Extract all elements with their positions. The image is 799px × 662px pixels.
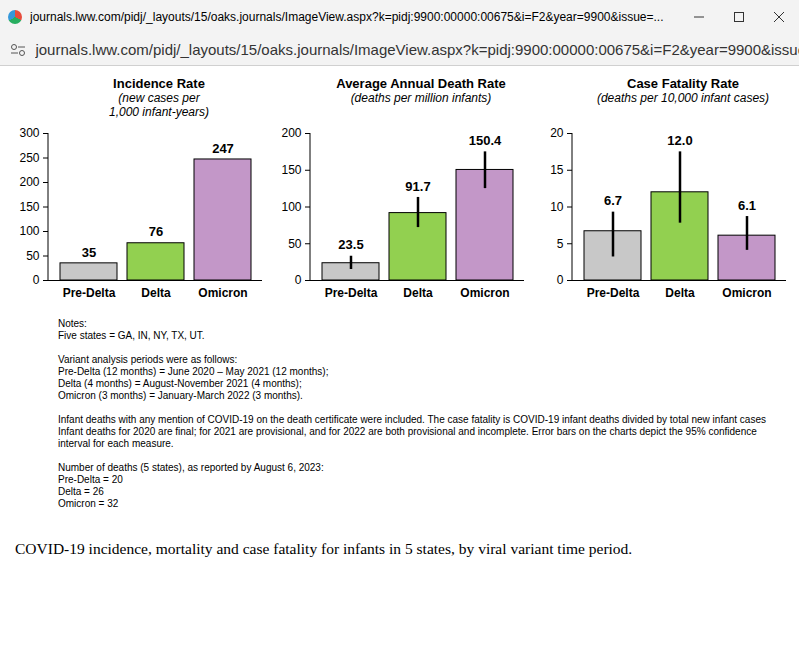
svg-text:0: 0 <box>33 273 40 287</box>
svg-text:6.1: 6.1 <box>738 198 756 213</box>
svg-text:Omicron: Omicron <box>722 286 771 300</box>
svg-text:Delta: Delta <box>403 286 433 300</box>
svg-text:15: 15 <box>550 163 564 177</box>
html-text:Average Annual Death Rate: Average Annual Death Rate <box>336 76 506 91</box>
svg-text:250: 250 <box>19 151 39 165</box>
html-text:(deaths per million infants): (deaths per million infants) <box>350 91 492 105</box>
html-text:Incidence Rate: Incidence Rate <box>113 76 205 91</box>
svg-text:20: 20 <box>550 126 564 140</box>
svg-text:Pre-Delta: Pre-Delta <box>325 286 378 300</box>
html-text:Case Fatality Rate: Case Fatality Rate <box>627 76 739 91</box>
svg-text:Pre-Delta: Pre-Delta <box>587 286 640 300</box>
svg-text:200: 200 <box>19 175 39 189</box>
svg-text:Omicron: Omicron <box>460 286 509 300</box>
svg-text:12.0: 12.0 <box>667 133 692 148</box>
svg-text:150.4: 150.4 <box>469 133 502 148</box>
svg-text:91.7: 91.7 <box>405 179 430 194</box>
svg-text:5: 5 <box>557 237 564 251</box>
svg-text:50: 50 <box>26 249 40 263</box>
html-text:(deaths per 10,000 infant case: (deaths per 10,000 infant cases) <box>596 91 769 105</box>
svg-text:Pre-Delta: Pre-Delta <box>63 286 116 300</box>
svg-text:76: 76 <box>149 224 163 239</box>
svg-text:150: 150 <box>281 163 301 177</box>
svg-text:300: 300 <box>19 126 39 140</box>
svg-text:23.5: 23.5 <box>338 237 363 252</box>
svg-text:100: 100 <box>281 200 301 214</box>
svg-text:200: 200 <box>281 126 301 140</box>
html-text:Infant deaths with any mention: Infant deaths with any mention of COVID-… <box>58 414 766 449</box>
svg-text:35: 35 <box>82 245 96 260</box>
svg-text:100: 100 <box>19 224 39 238</box>
svg-text:Delta: Delta <box>665 286 695 300</box>
html-text:journals.lww.com/pidj/_layouts: journals.lww.com/pidj/_layouts/15/oaks.j… <box>30 10 664 24</box>
svg-text:50: 50 <box>288 237 302 251</box>
svg-text:247: 247 <box>212 141 234 156</box>
svg-text:0: 0 <box>557 273 564 287</box>
html-text:COVID-19 incidence, mortality: COVID-19 incidence, mortality and case f… <box>15 540 633 557</box>
svg-text:0: 0 <box>295 273 302 287</box>
svg-text:Delta: Delta <box>141 286 171 300</box>
svg-text:Omicron: Omicron <box>198 286 247 300</box>
svg-text:6.7: 6.7 <box>604 193 622 208</box>
svg-text:10: 10 <box>550 200 564 214</box>
svg-text:150: 150 <box>19 200 39 214</box>
html-text:Number of deaths (5 states), a: Number of deaths (5 states), as reported… <box>58 462 324 509</box>
html-text:Notes: Five states = GA, IN, N: Notes: Five states = GA, IN, NY, TX, UT. <box>58 318 205 341</box>
html-text:(new cases per 1,000 infant-ye: (new cases per 1,000 infant-years) <box>109 91 209 119</box>
html-text:Variant analysis periods were: Variant analysis periods were as follows… <box>58 354 329 401</box>
